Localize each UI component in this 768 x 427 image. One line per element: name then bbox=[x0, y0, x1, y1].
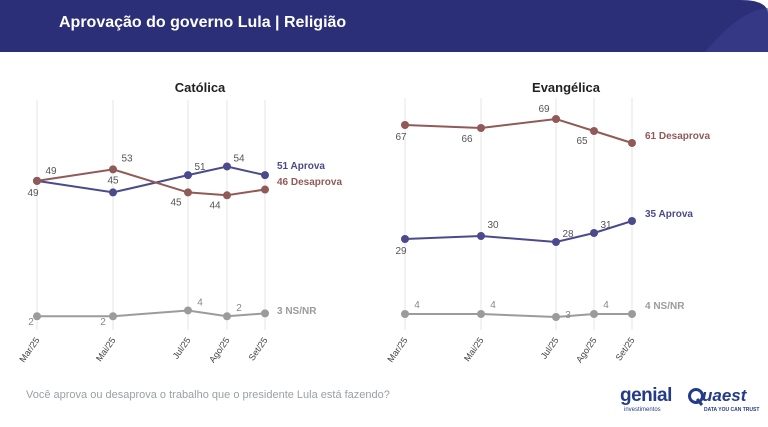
data-label-disapprove: 49 bbox=[45, 166, 57, 177]
x-tick-label: Jul/25 bbox=[539, 335, 561, 360]
data-point-disapprove bbox=[109, 165, 117, 174]
series-end-label-disapprove: 61 Desaprova bbox=[645, 131, 710, 142]
data-label-nsnr: 4 bbox=[414, 300, 420, 311]
data-point-approve bbox=[184, 171, 192, 180]
data-point-disapprove bbox=[223, 191, 231, 200]
series-end-label-nsnr: 4 NS/NR bbox=[645, 301, 685, 312]
quaest-logo: uaest DATA YOU CAN TRUST bbox=[688, 385, 760, 417]
header-background bbox=[0, 0, 768, 52]
data-label-disapprove: 67 bbox=[395, 132, 407, 143]
data-label-nsnr: 2 bbox=[28, 317, 34, 328]
data-point-disapprove bbox=[33, 176, 41, 185]
data-label-approve: 49 bbox=[27, 188, 39, 199]
data-label-disapprove: 45 bbox=[170, 197, 182, 208]
data-label-approve: 30 bbox=[487, 220, 499, 231]
data-label-approve: 31 bbox=[600, 220, 612, 231]
data-label-disapprove: 66 bbox=[461, 134, 473, 145]
series-line-approve bbox=[36, 165, 266, 194]
genial-logo: genial investimentos bbox=[620, 385, 682, 417]
quaest-logo-text: uaest bbox=[702, 386, 747, 405]
data-point-nsnr bbox=[401, 310, 409, 318]
data-label-nsnr: 3 bbox=[565, 310, 571, 321]
x-tick-label: Set/25 bbox=[614, 335, 637, 362]
data-point-nsnr bbox=[552, 313, 560, 321]
data-point-disapprove bbox=[477, 124, 485, 132]
data-point-nsnr bbox=[261, 309, 269, 318]
data-point-approve bbox=[401, 235, 409, 243]
data-point-approve bbox=[628, 217, 636, 225]
x-tick-label: Set/25 bbox=[247, 335, 270, 362]
series-end-label-nsnr: 3 NS/NR bbox=[277, 306, 317, 317]
data-point-approve bbox=[552, 238, 560, 246]
chart-title: Católica bbox=[175, 80, 226, 95]
series-line-disapprove bbox=[36, 168, 266, 197]
chart-panel-0: Católica Mar/25 Mai/25 Jul/25 Ago/25 Set/25 49… bbox=[17, 80, 342, 365]
data-point-approve bbox=[223, 162, 231, 171]
data-label-nsnr: 4 bbox=[603, 300, 609, 311]
survey-question: Você aprova ou desaprova o trabalho que … bbox=[26, 389, 390, 401]
x-tick-label: Ago/25 bbox=[207, 335, 232, 364]
data-label-nsnr: 4 bbox=[197, 297, 203, 308]
data-label-disapprove: 44 bbox=[209, 200, 221, 211]
series-end-label-disapprove: 46 Desaprova bbox=[277, 177, 342, 188]
series-end-label-approve: 35 Aprova bbox=[645, 209, 693, 220]
data-point-disapprove bbox=[184, 188, 192, 197]
x-tick-label: Jul/25 bbox=[171, 335, 193, 360]
page-title: Aprovação do governo Lula | Religião bbox=[59, 14, 347, 31]
data-label-nsnr: 4 bbox=[490, 300, 496, 311]
data-label-nsnr: 2 bbox=[236, 303, 242, 314]
data-label-disapprove: 53 bbox=[121, 153, 133, 164]
chart-panel-1: Evangélica Mar/25 Mai/25 Jul/25 Ago/25 Set/25… bbox=[385, 80, 710, 365]
data-point-nsnr bbox=[223, 312, 231, 321]
series-line-approve bbox=[404, 220, 633, 244]
quaest-logo-sub: DATA YOU CAN TRUST bbox=[704, 407, 760, 413]
data-point-nsnr bbox=[33, 312, 41, 321]
data-point-disapprove bbox=[261, 185, 269, 194]
data-label-approve: 51 bbox=[194, 162, 206, 173]
data-point-approve bbox=[590, 229, 598, 237]
chart-title: Evangélica bbox=[532, 80, 601, 95]
data-label-nsnr: 2 bbox=[100, 317, 106, 328]
data-point-disapprove bbox=[628, 139, 636, 147]
x-tick-label: Mar/25 bbox=[17, 335, 41, 364]
data-point-nsnr bbox=[109, 312, 117, 321]
data-point-nsnr bbox=[477, 310, 485, 318]
data-point-approve bbox=[261, 171, 269, 180]
data-point-nsnr bbox=[184, 306, 192, 315]
data-label-disapprove: 69 bbox=[538, 104, 550, 115]
x-tick-label: Mai/25 bbox=[462, 335, 486, 363]
data-point-disapprove bbox=[401, 121, 409, 129]
data-point-disapprove bbox=[590, 127, 598, 135]
x-tick-label: Mar/25 bbox=[385, 335, 409, 364]
data-point-nsnr bbox=[628, 310, 636, 318]
data-point-nsnr bbox=[590, 310, 598, 318]
data-label-approve: 45 bbox=[107, 175, 119, 186]
x-tick-label: Mai/25 bbox=[94, 335, 118, 363]
data-label-approve: 29 bbox=[395, 246, 407, 257]
header-banner: Aprovação do governo Lula | Religião bbox=[0, 0, 768, 52]
series-end-label-approve: 51 Aprova bbox=[277, 161, 325, 172]
data-label-approve: 54 bbox=[233, 153, 245, 164]
data-point-disapprove bbox=[552, 115, 560, 123]
genial-logo-sub: investimentos bbox=[624, 407, 661, 413]
data-point-approve bbox=[109, 188, 117, 197]
genial-logo-text: genial bbox=[620, 385, 672, 406]
data-label-approve: 28 bbox=[562, 229, 574, 240]
quaest-q-icon bbox=[688, 388, 704, 406]
data-point-approve bbox=[477, 232, 485, 240]
x-tick-label: Ago/25 bbox=[574, 335, 599, 364]
data-label-disapprove: 65 bbox=[576, 136, 588, 147]
